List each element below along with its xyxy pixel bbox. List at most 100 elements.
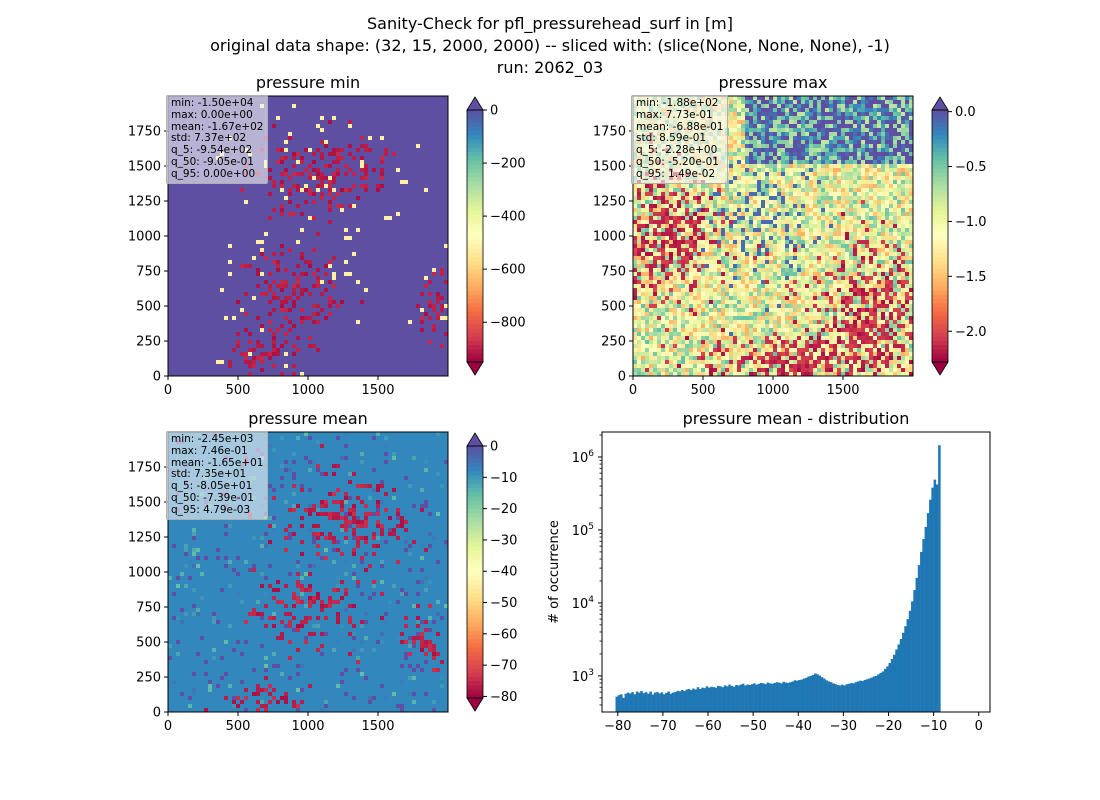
histogram-bar xyxy=(622,697,625,712)
histogram-bar xyxy=(827,681,831,712)
colorbar-tick-label: −20 xyxy=(490,502,517,517)
histogram-bar xyxy=(617,695,621,712)
histogram-bar xyxy=(883,668,887,712)
histogram-bar xyxy=(728,684,731,712)
x-tick-label: 1000 xyxy=(291,719,324,734)
histogram-bar xyxy=(888,663,891,712)
histogram-bar xyxy=(899,639,903,712)
stats-box-pressure-max: min: -1.88e+02 max: 7.73e-01 mean: -6.88… xyxy=(631,95,729,184)
histogram-bar xyxy=(647,693,650,712)
histogram-bars xyxy=(615,445,941,712)
colorbar-tick-label: −200 xyxy=(490,157,526,172)
colorbar-tick-label: −2.0 xyxy=(955,325,987,340)
stat-line: max: 0.00e+00 xyxy=(171,108,253,121)
y-tick-label: 750 xyxy=(601,265,626,280)
suptitle-line-3: run: 2062_03 xyxy=(496,58,604,77)
stat-line: q_95: 0.00e+00 xyxy=(171,167,256,180)
histogram-bar xyxy=(624,693,628,712)
colorbar-tick-label: −30 xyxy=(490,533,517,548)
histogram-bar xyxy=(717,685,720,712)
histogram-bar xyxy=(917,565,921,712)
histogram-bar xyxy=(800,679,804,712)
axes-frame xyxy=(601,431,991,713)
y-tick-label: 1500 xyxy=(128,496,161,511)
histogram-bar xyxy=(689,690,693,712)
y-tick-label: 1750 xyxy=(128,125,161,140)
histogram-bar xyxy=(721,687,725,712)
histogram-bar xyxy=(908,610,912,712)
y-tick-label: 106 xyxy=(572,449,595,466)
histogram-bar xyxy=(678,691,682,712)
histogram-bar xyxy=(640,691,643,712)
histogram-bar xyxy=(911,601,914,712)
histogram-bar xyxy=(703,688,707,712)
histogram-bar xyxy=(631,692,634,712)
histogram-bar xyxy=(775,682,779,712)
x-tick-label: 500 xyxy=(226,383,251,398)
histogram-bar xyxy=(660,692,664,712)
histogram-bar xyxy=(777,682,781,712)
colorbar-tick-label: 0 xyxy=(490,104,498,119)
histogram-bar xyxy=(829,682,833,712)
histogram-bar xyxy=(638,692,641,712)
colorbar-extend-bottom xyxy=(931,361,949,376)
stat-line: std: 8.59e-01 xyxy=(636,132,707,145)
histogram-bar xyxy=(913,590,916,712)
histogram-bar xyxy=(762,683,765,712)
histogram-bar xyxy=(933,479,937,712)
histogram-bar xyxy=(653,692,657,712)
colorbar-tick-label: −400 xyxy=(490,210,526,225)
histogram-bar xyxy=(771,683,774,712)
histogram-bar xyxy=(744,685,747,712)
colorbar-tick-label: −60 xyxy=(490,627,517,642)
histogram-bar xyxy=(832,683,835,712)
stat-line: std: 7.37e+02 xyxy=(171,132,247,145)
histogram-bar xyxy=(726,686,729,712)
stat-line: q_95: 4.79e-03 xyxy=(171,503,251,516)
x-tick-label: −70 xyxy=(649,719,676,734)
histogram-bar xyxy=(701,687,704,712)
y-tick-label: 1500 xyxy=(128,160,161,175)
histogram-bar xyxy=(757,683,761,712)
colorbar-tick-label: −80 xyxy=(490,690,517,705)
x-tick-label: −40 xyxy=(785,719,812,734)
y-tick-label: 1750 xyxy=(128,461,161,476)
y-tick-label: 1000 xyxy=(593,230,626,245)
histogram-bar xyxy=(915,577,919,712)
x-tick-label: 0 xyxy=(629,383,637,398)
histogram-bar xyxy=(674,692,677,712)
histogram-bar xyxy=(723,685,727,712)
stat-line: mean: -1.67e+02 xyxy=(171,120,264,133)
histogram-bar xyxy=(861,681,864,712)
x-tick-label: −20 xyxy=(875,719,902,734)
histogram-bar xyxy=(798,679,801,712)
histogram-bar xyxy=(685,689,688,712)
histogram-bar xyxy=(818,675,822,712)
x-tick-label: 1500 xyxy=(361,719,394,734)
colorbar-tick-label: −40 xyxy=(490,565,517,580)
stat-line: q_50: -9.05e-01 xyxy=(171,155,254,168)
histogram-bar xyxy=(730,685,734,712)
histogram-bar xyxy=(924,526,928,712)
histogram-bar xyxy=(935,484,939,712)
histogram-bar xyxy=(669,693,673,712)
colorbar-tick-label: −600 xyxy=(490,263,526,278)
histogram-bar xyxy=(667,691,670,712)
histogram-bar xyxy=(847,683,851,712)
stat-line: q_5: -9.54e+02 xyxy=(171,144,253,157)
histogram-bar xyxy=(897,644,901,712)
histogram-bar xyxy=(764,684,767,712)
colorbar-tick-label: −10 xyxy=(490,471,517,486)
histogram-bar xyxy=(719,686,722,712)
x-tick-label: −50 xyxy=(739,719,766,734)
histogram-bar xyxy=(793,680,797,712)
x-tick-label: 1000 xyxy=(291,383,324,398)
histogram-bar xyxy=(922,539,925,712)
histogram-bar xyxy=(780,683,783,712)
y-tick-label: 1250 xyxy=(593,195,626,210)
y-tick-label: 750 xyxy=(136,265,161,280)
colorbar: 0 −10 −20 −30 −40 −50 −60 −70 −80 xyxy=(466,432,517,712)
histogram-bar xyxy=(868,678,871,712)
stat-line: q_5: -8.05e+01 xyxy=(171,480,253,493)
